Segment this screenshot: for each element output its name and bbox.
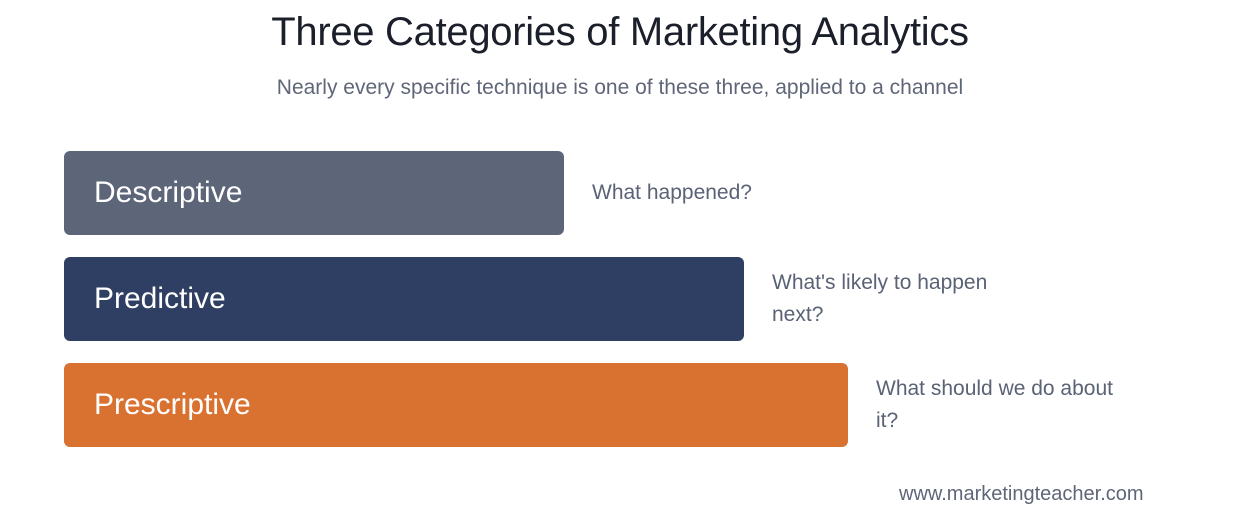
page-title: Three Categories of Marketing Analytics: [271, 10, 969, 54]
question-predictive-line1: What's likely to happen: [772, 271, 988, 294]
bar-prescriptive: Prescriptive: [64, 363, 848, 447]
question-prescriptive-line2: it?: [876, 409, 899, 432]
bar-label-prescriptive: Prescriptive: [94, 388, 251, 421]
question-predictive: What's likely to happen next?: [772, 267, 987, 331]
question-predictive-line2: next?: [772, 303, 824, 326]
question-prescriptive-line1: What should we do about: [876, 377, 1113, 400]
bar-label-predictive: Predictive: [94, 282, 226, 315]
footer-url: www.marketingteacher.com: [899, 483, 1144, 505]
question-prescriptive: What should we do about it?: [876, 373, 1113, 437]
bar-predictive: Predictive: [64, 257, 744, 341]
question-descriptive: What happened?: [592, 177, 752, 209]
bar-label-descriptive: Descriptive: [94, 176, 243, 209]
bar-descriptive: Descriptive: [64, 151, 564, 235]
page-subtitle: Nearly every specific technique is one o…: [276, 76, 964, 99]
question-descriptive-line1: What happened?: [592, 181, 752, 204]
